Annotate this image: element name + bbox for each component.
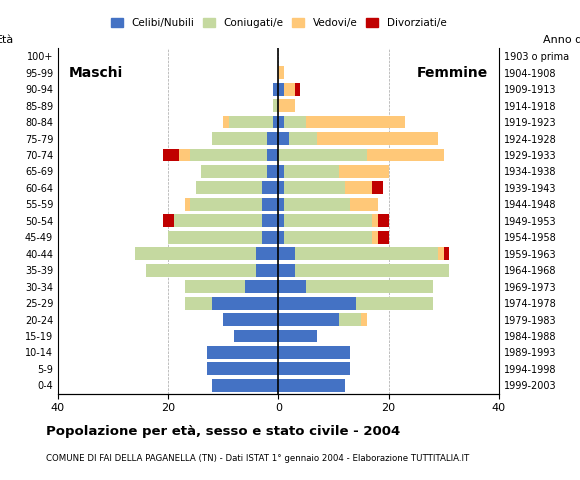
Bar — [223, 116, 229, 129]
Bar — [350, 198, 378, 211]
Bar — [184, 280, 245, 293]
Bar — [306, 280, 433, 293]
Bar — [278, 313, 339, 326]
Legend: Celibi/Nubili, Coniugati/e, Vedovi/e, Divorziati/e: Celibi/Nubili, Coniugati/e, Vedovi/e, Di… — [106, 14, 451, 33]
Bar — [196, 181, 262, 194]
Bar — [262, 231, 278, 244]
Bar — [190, 148, 267, 161]
Bar — [278, 379, 345, 392]
Bar — [284, 83, 295, 96]
Bar — [278, 330, 317, 342]
Bar — [372, 215, 378, 227]
Bar — [256, 247, 278, 260]
Bar — [278, 231, 284, 244]
Bar — [295, 264, 449, 276]
Bar — [284, 181, 345, 194]
Bar — [444, 247, 449, 260]
Bar — [184, 297, 212, 310]
Bar — [361, 313, 367, 326]
Bar — [267, 165, 278, 178]
Bar — [256, 264, 278, 276]
Bar — [168, 231, 262, 244]
Bar — [278, 280, 306, 293]
Bar — [201, 165, 267, 178]
Bar — [284, 165, 339, 178]
Bar — [278, 132, 289, 145]
Bar — [267, 132, 278, 145]
Bar — [162, 148, 179, 161]
Bar — [262, 215, 278, 227]
Bar — [339, 313, 361, 326]
Text: Età: Età — [0, 35, 14, 45]
Bar — [278, 165, 284, 178]
Bar — [378, 231, 389, 244]
Bar — [289, 132, 317, 145]
Bar — [278, 346, 350, 359]
Text: COMUNE DI FAI DELLA PAGANELLA (TN) - Dati ISTAT 1° gennaio 2004 - Elaborazione T: COMUNE DI FAI DELLA PAGANELLA (TN) - Dat… — [46, 454, 470, 463]
Bar — [284, 215, 372, 227]
Bar — [206, 346, 278, 359]
Bar — [245, 280, 278, 293]
Bar — [267, 148, 278, 161]
Bar — [284, 231, 372, 244]
Bar — [278, 198, 284, 211]
Bar — [278, 83, 284, 96]
Bar — [438, 247, 444, 260]
Bar — [273, 99, 278, 112]
Bar — [212, 132, 267, 145]
Bar — [212, 297, 278, 310]
Bar — [278, 297, 356, 310]
Bar — [234, 330, 278, 342]
Bar — [273, 116, 278, 129]
Bar — [278, 362, 350, 375]
Bar — [278, 99, 295, 112]
Bar — [372, 231, 378, 244]
Bar — [306, 116, 405, 129]
Bar — [278, 148, 367, 161]
Bar — [278, 264, 295, 276]
Bar — [278, 66, 284, 79]
Bar — [273, 83, 278, 96]
Bar — [223, 313, 278, 326]
Bar — [190, 198, 262, 211]
Bar — [278, 116, 284, 129]
Text: Anno di nascita: Anno di nascita — [543, 35, 580, 45]
Bar — [184, 198, 190, 211]
Bar — [262, 181, 278, 194]
Bar — [173, 215, 262, 227]
Bar — [179, 148, 190, 161]
Bar — [378, 215, 389, 227]
Bar — [356, 297, 433, 310]
Text: Maschi: Maschi — [69, 66, 124, 80]
Bar — [278, 247, 295, 260]
Bar — [295, 83, 300, 96]
Bar — [262, 198, 278, 211]
Text: Femmine: Femmine — [416, 66, 488, 80]
Bar — [284, 198, 350, 211]
Bar — [162, 215, 173, 227]
Bar — [339, 165, 389, 178]
Bar — [135, 247, 256, 260]
Bar — [345, 181, 372, 194]
Bar — [212, 379, 278, 392]
Bar — [284, 116, 306, 129]
Bar — [146, 264, 256, 276]
Bar — [278, 215, 284, 227]
Bar — [317, 132, 438, 145]
Bar — [278, 181, 284, 194]
Bar — [206, 362, 278, 375]
Bar — [295, 247, 438, 260]
Bar — [229, 116, 273, 129]
Bar — [367, 148, 444, 161]
Bar — [372, 181, 383, 194]
Text: Popolazione per età, sesso e stato civile - 2004: Popolazione per età, sesso e stato civil… — [46, 425, 401, 438]
